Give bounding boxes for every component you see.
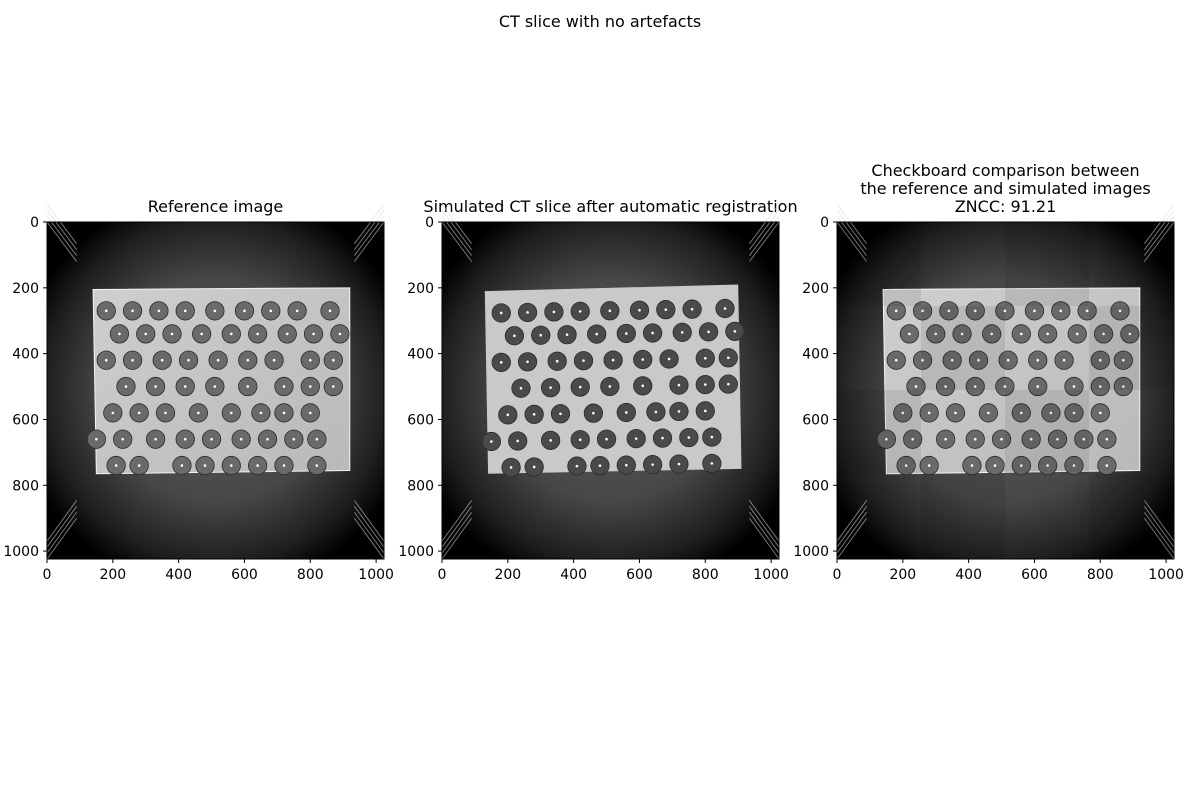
- x-tick-label: 800: [1087, 567, 1114, 583]
- x-tick-label: 0: [438, 567, 447, 583]
- y-tick-label: 0: [30, 215, 39, 231]
- x-tick-label: 400: [560, 567, 587, 583]
- y-tick-label: 400: [407, 347, 434, 363]
- x-tick-label: 600: [626, 567, 653, 583]
- panel-title-reference: Reference image: [147, 197, 284, 216]
- x-tick-label: 0: [833, 567, 842, 583]
- x-tick-label: 800: [297, 567, 324, 583]
- y-tick-label: 600: [12, 412, 39, 428]
- figure-suptitle: CT slice with no artefacts: [498, 12, 702, 31]
- y-tick-label: 200: [802, 281, 829, 297]
- x-tick-label: 200: [99, 567, 126, 583]
- x-tick-label: 800: [692, 567, 719, 583]
- y-tick-label: 600: [802, 412, 829, 428]
- y-tick-label: 200: [407, 281, 434, 297]
- x-tick-label: 200: [889, 567, 916, 583]
- y-tick-label: 200: [12, 281, 39, 297]
- y-tick-label: 1000: [398, 544, 434, 560]
- y-tick-label: 0: [820, 215, 829, 231]
- axes-frame: [836, 221, 1175, 560]
- x-tick-label: 200: [494, 567, 521, 583]
- panel-title-checkerboard: Checkboard comparison between the refere…: [860, 161, 1151, 216]
- x-tick-label: 600: [1021, 567, 1048, 583]
- y-tick-label: 400: [12, 347, 39, 363]
- axes-frame: [441, 221, 780, 560]
- x-tick-label: 1000: [1148, 567, 1184, 583]
- x-tick-label: 1000: [753, 567, 789, 583]
- y-tick-label: 800: [802, 478, 829, 494]
- x-tick-label: 400: [955, 567, 982, 583]
- y-tick-label: 0: [425, 215, 434, 231]
- y-tick-label: 600: [407, 412, 434, 428]
- y-tick-label: 800: [12, 478, 39, 494]
- x-tick-label: 1000: [358, 567, 394, 583]
- y-tick-label: 1000: [793, 544, 829, 560]
- y-tick-label: 400: [802, 347, 829, 363]
- y-tick-label: 800: [407, 478, 434, 494]
- x-tick-label: 0: [43, 567, 52, 583]
- axes-frame: [46, 221, 385, 560]
- x-tick-label: 400: [165, 567, 192, 583]
- x-tick-label: 600: [231, 567, 258, 583]
- y-tick-label: 1000: [3, 544, 39, 560]
